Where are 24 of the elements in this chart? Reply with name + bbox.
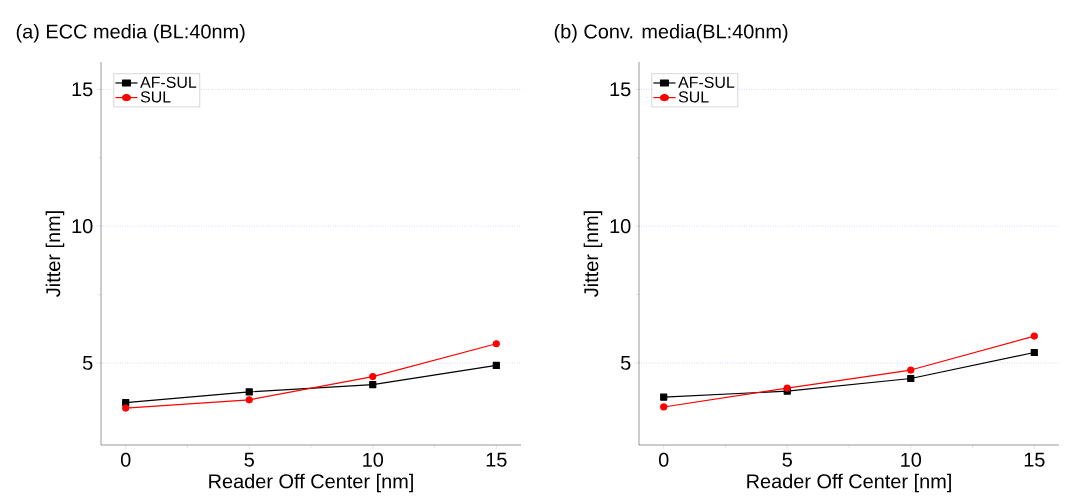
y-axis-title: Jitter [nm]	[45, 211, 65, 298]
y-tick-label: 5	[620, 356, 631, 371]
legend-label: SUL	[140, 91, 171, 103]
chart-title: (a) ECC media (BL:40nm)	[16, 24, 245, 43]
chart-title: (b) Conv. media(BL:40nm)	[554, 24, 788, 43]
x-axis-title: Reader Off Center [nm]	[209, 473, 413, 493]
y-tick-label: 10	[610, 219, 631, 234]
x-tick-label: 0	[658, 452, 669, 468]
legend-label: AF-SUL	[678, 76, 735, 89]
y-tick-label: 15	[610, 82, 631, 97]
x-tick-label: 10	[363, 452, 384, 468]
y-tick-label: 5	[82, 356, 93, 371]
x-tick-label: 5	[244, 452, 254, 467]
x-tick-label: 5	[782, 452, 792, 467]
legend-label: AF-SUL	[140, 76, 197, 89]
y-tick-label: 10	[72, 219, 93, 234]
y-axis-title: Jitter [nm]	[583, 211, 603, 298]
x-tick-label: 15	[1024, 452, 1045, 467]
x-axis-title: Reader Off Center [nm]	[747, 473, 951, 493]
legend-label: SUL	[678, 91, 709, 103]
x-tick-label: 10	[901, 452, 922, 468]
x-tick-label: 0	[120, 452, 131, 468]
y-tick-label: 15	[72, 82, 93, 97]
x-tick-label: 15	[486, 452, 507, 467]
